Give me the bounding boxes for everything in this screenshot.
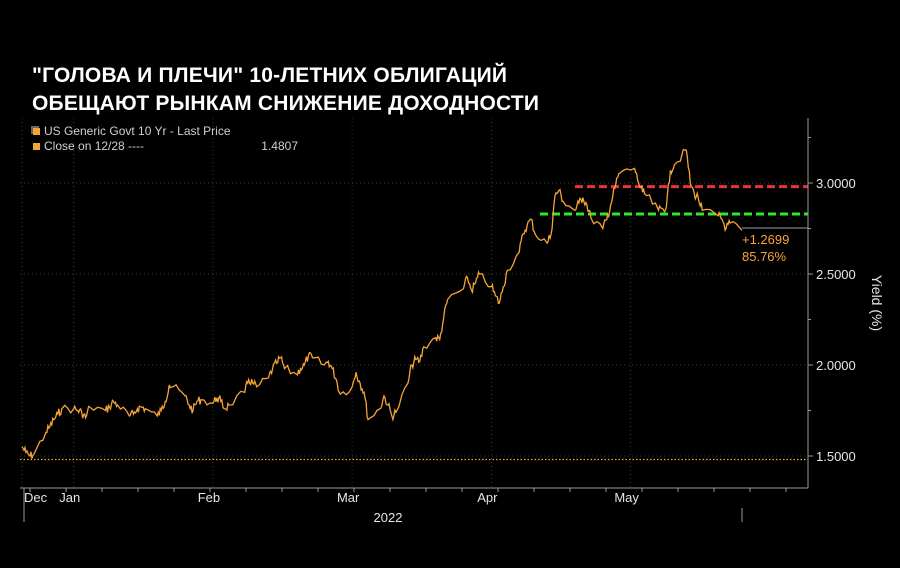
legend-swatch-close bbox=[33, 143, 40, 150]
x-tick-label: May bbox=[614, 490, 639, 505]
legend-swatch-series bbox=[33, 128, 40, 135]
x-tick-label: Mar bbox=[337, 490, 360, 505]
x-tick-labels: Dec Jan Feb Mar Apr May bbox=[24, 490, 639, 505]
reference-lines bbox=[20, 185, 808, 461]
x-tick-label: Jan bbox=[59, 490, 80, 505]
year-label: 2022 bbox=[374, 510, 403, 525]
chart-title-line-2: ОБЕЩАЮТ РЫНКАМ СНИЖЕНИЕ ДОХОДНОСТИ bbox=[32, 92, 540, 115]
legend-series-label: US Generic Govt 10 Yr - Last Price bbox=[44, 124, 231, 138]
y-tick-label: 2.5000 bbox=[816, 267, 856, 282]
change-pct-annotation: 85.76% bbox=[742, 249, 787, 264]
chart-title: "ГОЛОВА И ПЛЕЧИ" 10-ЛЕТНИХ ОБЛИГАЦИЙ ОБЕ… bbox=[32, 62, 882, 118]
y-tick-label: 2.0000 bbox=[816, 358, 856, 373]
y-tick-label: 1.5000 bbox=[816, 449, 856, 464]
y-tick-labels: 1.5000 2.0000 2.5000 3.0000 bbox=[816, 176, 856, 464]
x-tick-label: Feb bbox=[198, 490, 220, 505]
grid-lines bbox=[20, 118, 808, 488]
chart-title-line-1: "ГОЛОВА И ПЛЕЧИ" 10-ЛЕТНИХ ОБЛИГАЦИЙ bbox=[32, 64, 508, 87]
x-tick-label: Apr bbox=[477, 490, 498, 505]
y-tick-label: 3.0000 bbox=[816, 176, 856, 191]
axes bbox=[20, 118, 813, 522]
change-annotation: +1.2699 bbox=[742, 232, 789, 247]
series-line-us-10yr bbox=[21, 148, 743, 459]
legend-close-label: Close on 12/28 ---- bbox=[44, 139, 144, 153]
y-axis-title: Yield (%) bbox=[869, 275, 885, 331]
legend-close-value: 1.4807 bbox=[261, 139, 298, 153]
legend: US Generic Govt 10 Yr - Last Price Close… bbox=[31, 124, 298, 153]
x-tick-label: Dec bbox=[24, 490, 48, 505]
